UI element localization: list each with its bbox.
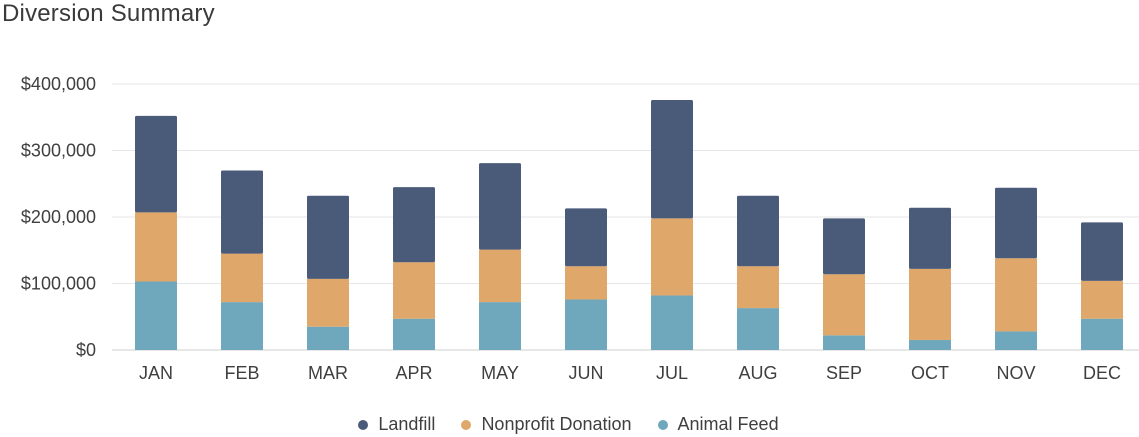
y-axis-ticks: $0 $100,000 $200,000 $300,000 $400,000 [21,74,96,360]
legend-label: Landfill [378,414,436,434]
bar-landfill-aug[interactable] [737,195,779,267]
bar-landfill-oct[interactable] [909,207,951,269]
bar-stack-aug[interactable] [737,195,779,350]
bar-animal-feed-sep[interactable] [823,335,865,350]
bar-stack-may[interactable] [479,163,521,350]
bar-nonprofit-donation-apr[interactable] [393,262,435,319]
bar-landfill-jan[interactable] [135,115,177,213]
bar-nonprofit-donation-nov[interactable] [995,258,1037,332]
x-tick-label: AUG [738,363,777,383]
y-tick-label: $100,000 [21,274,96,294]
x-tick-label: JUN [569,363,604,383]
chart-title: Diversion Summary [2,0,215,27]
x-tick-label: JAN [139,363,173,383]
bar-stack-dec[interactable] [1081,222,1123,350]
y-tick-label: $300,000 [21,141,96,161]
bar-stack-jun[interactable] [565,208,607,350]
bar-animal-feed-apr[interactable] [393,318,435,350]
bar-animal-feed-feb[interactable] [221,302,263,350]
bar-stack-feb[interactable] [221,170,263,350]
bar-nonprofit-donation-mar[interactable] [307,278,349,327]
bar-stack-apr[interactable] [393,187,435,350]
bar-animal-feed-may[interactable] [479,302,521,350]
gridlines [112,83,1139,351]
x-tick-label: JUL [656,363,688,383]
x-tick-label: DEC [1083,363,1121,383]
bar-nonprofit-donation-aug[interactable] [737,266,779,309]
bar-landfill-mar[interactable] [307,195,349,279]
x-tick-label: FEB [224,363,259,383]
bar-stack-nov[interactable] [995,187,1037,350]
legend-dot-icon [461,419,472,430]
bar-animal-feed-oct[interactable] [909,340,951,350]
bar-animal-feed-jun[interactable] [565,299,607,350]
x-tick-label: NOV [996,363,1035,383]
bar-animal-feed-nov[interactable] [995,331,1037,350]
x-tick-label: APR [395,363,432,383]
bar-stack-sep[interactable] [823,218,865,350]
bar-animal-feed-jul[interactable] [651,295,693,350]
bar-stack-jan[interactable] [135,115,177,350]
bar-landfill-may[interactable] [479,163,521,250]
bar-landfill-jul[interactable] [651,99,693,219]
stacked-bar-chart: $0 $100,000 $200,000 $300,000 $400,000 JAN FE… [21,74,1139,383]
legend-label: Nonprofit Donation [481,414,632,434]
legend-dot-icon [358,419,369,430]
legend-label: Animal Feed [677,414,779,434]
bar-nonprofit-donation-jan[interactable] [135,212,177,282]
legend-item-landfill[interactable]: Landfill [358,414,435,435]
y-tick-label: $0 [76,340,96,360]
bar-landfill-nov[interactable] [995,187,1037,259]
bar-stack-mar[interactable] [307,195,349,350]
bar-landfill-apr[interactable] [393,187,435,263]
bar-stack-oct[interactable] [909,207,951,350]
x-tick-label: SEP [826,363,862,383]
bar-nonprofit-donation-may[interactable] [479,249,521,303]
x-tick-label: MAY [481,363,519,383]
bar-nonprofit-donation-oct[interactable] [909,268,951,341]
bar-landfill-jun[interactable] [565,208,607,267]
bar-nonprofit-donation-sep[interactable] [823,274,865,336]
bar-animal-feed-dec[interactable] [1081,318,1123,350]
legend-dot-icon [657,419,668,430]
y-tick-label: $400,000 [21,74,96,94]
bar-nonprofit-donation-feb[interactable] [221,253,263,303]
bars [135,99,1123,350]
legend-item-nonprofit-donation[interactable]: Nonprofit Donation [461,414,632,435]
bar-landfill-feb[interactable] [221,170,263,254]
bar-nonprofit-donation-jun[interactable] [565,266,607,300]
x-axis-ticks: JAN FEB MAR APR MAY JUN JUL AUG SEP OCT NOV DEC [139,363,1121,383]
legend-item-animal-feed[interactable]: Animal Feed [657,414,779,435]
bar-animal-feed-jan[interactable] [135,281,177,350]
bar-landfill-sep[interactable] [823,218,865,275]
y-tick-label: $200,000 [21,207,96,227]
bar-nonprofit-donation-jul[interactable] [651,218,693,296]
bar-stack-jul[interactable] [651,99,693,350]
x-tick-label: OCT [911,363,949,383]
bar-animal-feed-aug[interactable] [737,308,779,350]
legend: Landfill Nonprofit Donation Animal Feed [0,414,1139,435]
bar-animal-feed-mar[interactable] [307,326,349,350]
bar-nonprofit-donation-dec[interactable] [1081,280,1123,319]
bar-landfill-dec[interactable] [1081,222,1123,281]
x-tick-label: MAR [308,363,348,383]
